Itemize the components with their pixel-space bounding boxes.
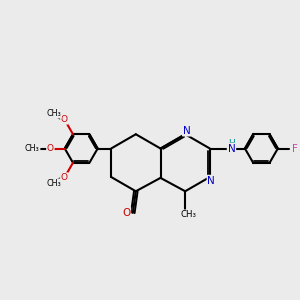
Text: O: O (61, 115, 68, 124)
Text: CH₃: CH₃ (180, 210, 196, 219)
Text: N: N (208, 176, 215, 186)
Text: CH₃: CH₃ (46, 179, 61, 188)
Text: N: N (228, 143, 235, 154)
Text: O: O (61, 173, 68, 182)
Text: CH₃: CH₃ (46, 109, 61, 118)
Text: CH₃: CH₃ (25, 144, 40, 153)
Text: N: N (183, 126, 190, 136)
Text: H: H (228, 139, 235, 148)
Text: O: O (122, 208, 130, 218)
Text: O: O (47, 144, 54, 153)
Text: F: F (292, 143, 298, 154)
